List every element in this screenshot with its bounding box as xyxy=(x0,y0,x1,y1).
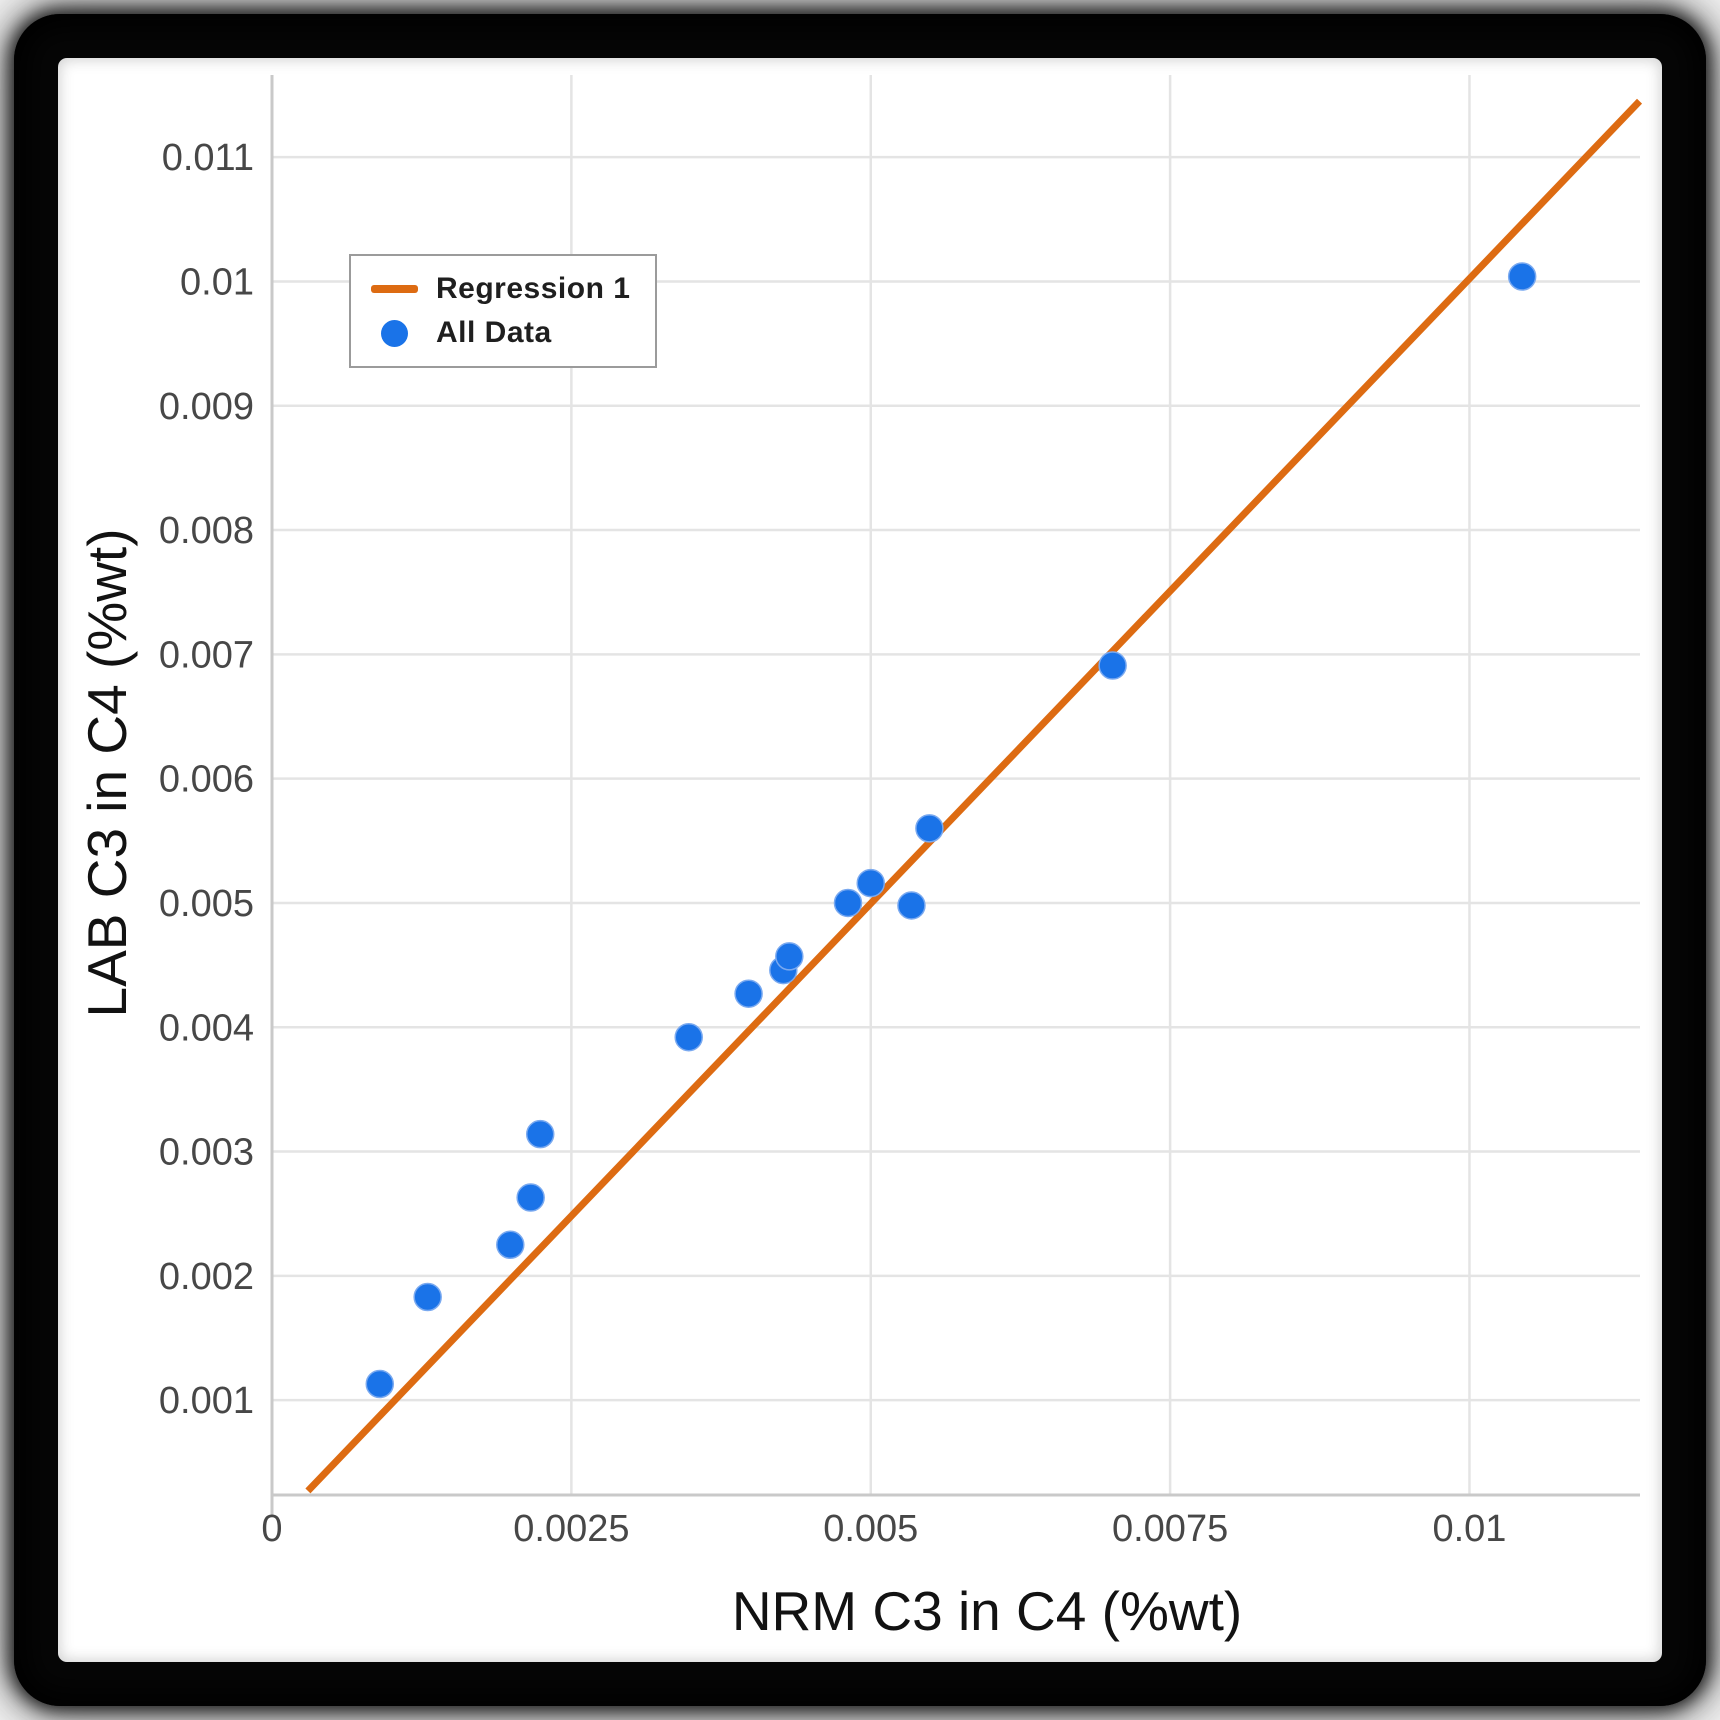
regression-line-swatch-icon xyxy=(370,285,418,293)
data-point[interactable] xyxy=(496,1230,525,1260)
x-tick-label: 0.0025 xyxy=(513,1508,629,1550)
y-tick-label: 0.003 xyxy=(159,1132,254,1174)
scatter-chart: 0 0.0025 0.005 0.0075 0.01 0.001 0.002 0.003 0.0… xyxy=(76,75,1643,1642)
legend-marker-cell xyxy=(365,319,423,347)
data-point[interactable] xyxy=(775,942,804,971)
legend-item-regression[interactable]: Regression 1 xyxy=(351,272,655,305)
data-point[interactable] xyxy=(856,868,885,898)
y-axis-title: LAB C3 in C4 (%wt) xyxy=(76,528,138,1017)
data-point[interactable] xyxy=(897,891,926,920)
legend-item-all-data[interactable]: All Data xyxy=(351,316,655,349)
chart-card: 0 0.0025 0.005 0.0075 0.01 0.001 0.002 0.003 0.0… xyxy=(58,58,1662,1662)
data-point[interactable] xyxy=(413,1282,442,1312)
x-tick-label: 0.01 xyxy=(1432,1508,1506,1550)
y-tick-label: 0.001 xyxy=(159,1380,254,1422)
y-tick-label: 0.002 xyxy=(159,1256,254,1298)
y-tick-label: 0.006 xyxy=(159,759,254,801)
y-tick-label: 0.009 xyxy=(159,386,254,428)
x-tick-label: 0.005 xyxy=(823,1508,918,1550)
data-point[interactable] xyxy=(1098,651,1127,680)
y-tick-label: 0.005 xyxy=(159,883,254,925)
legend-label-all-data: All Data xyxy=(436,316,552,349)
data-point[interactable] xyxy=(833,888,863,918)
x-tick-label: 0 xyxy=(261,1508,282,1550)
y-tick-label: 0.011 xyxy=(162,137,254,179)
legend: Regression 1 All Data xyxy=(349,254,657,368)
legend-label-regression: Regression 1 xyxy=(436,272,631,305)
data-point-swatch-icon xyxy=(380,319,408,347)
data-point[interactable] xyxy=(734,979,763,1008)
x-axis-title: NRM C3 in C4 (%wt) xyxy=(732,1580,1242,1642)
y-tick-label: 0.007 xyxy=(159,634,254,676)
y-tick-label: 0.004 xyxy=(159,1007,254,1049)
data-point[interactable] xyxy=(516,1183,545,1212)
x-tick-label: 0.0075 xyxy=(1112,1508,1228,1550)
data-point[interactable] xyxy=(365,1369,395,1399)
data-point[interactable] xyxy=(1507,262,1537,291)
data-point[interactable] xyxy=(674,1022,703,1052)
legend-marker-cell xyxy=(365,285,423,293)
y-tick-label: 0.008 xyxy=(159,510,254,552)
y-tick-label: 0.01 xyxy=(180,261,254,303)
regression-line[interactable] xyxy=(305,98,1643,1494)
data-point[interactable] xyxy=(915,814,944,843)
data-point[interactable] xyxy=(525,1119,555,1149)
